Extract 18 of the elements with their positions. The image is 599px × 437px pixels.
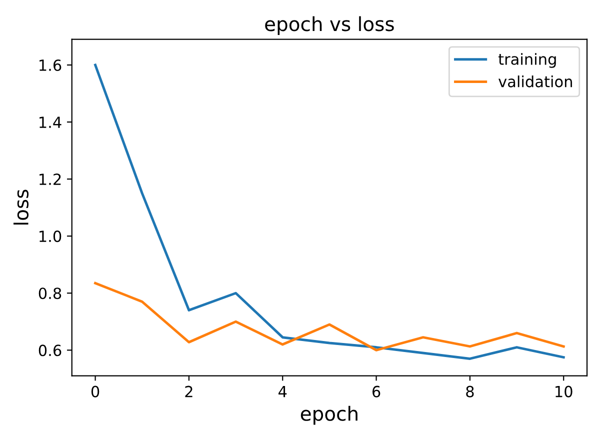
x-axis-title: epoch — [300, 406, 358, 425]
chart-title: epoch vs loss — [265, 16, 394, 36]
x-tick-label: 8 — [466, 386, 474, 398]
legend-label: training — [498, 53, 556, 68]
y-axis-title: loss — [13, 190, 29, 225]
y-tick-label: 1.0 — [40, 230, 62, 242]
x-tick-label: 2 — [185, 386, 192, 398]
y-tick-label: 0.6 — [38, 344, 62, 356]
y-tick-label: 1.6 — [40, 59, 62, 72]
y-tick-label: 1.4 — [40, 116, 62, 128]
x-tick-label: 4 — [278, 386, 287, 398]
x-tick-label: 0 — [91, 386, 100, 398]
line-series — [94, 282, 565, 352]
legend-label: validation — [498, 76, 572, 88]
x-tick-label: 6 — [372, 386, 380, 398]
x-tick-label: 10 — [556, 386, 572, 398]
y-tick-label: 1.2 — [40, 174, 61, 185]
y-tick-label: 0.8 — [38, 288, 62, 300]
